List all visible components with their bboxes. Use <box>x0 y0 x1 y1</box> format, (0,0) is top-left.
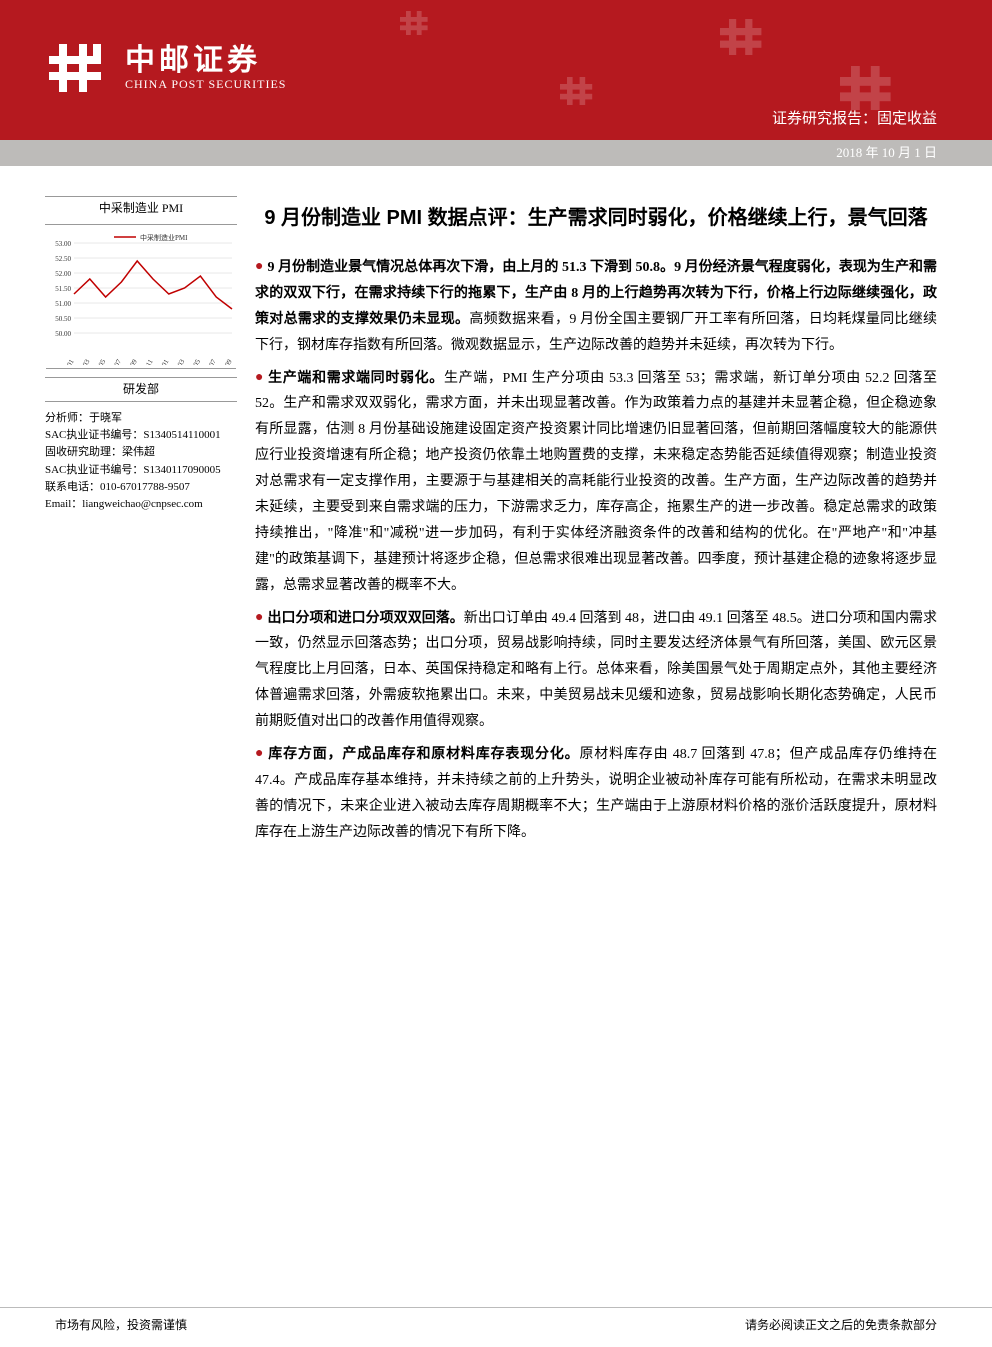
sac1-label: SAC执业证书编号： <box>45 429 143 441</box>
bullet-icon: ● <box>255 741 263 767</box>
svg-text:52.00: 52.00 <box>55 270 71 278</box>
date-bar: 2018 年 10 月 1 日 <box>0 140 992 166</box>
sac2-value: S1340117090005 <box>143 464 220 476</box>
bullet-bold-run: 出口分项和进口分项双双回落。 <box>267 611 463 626</box>
bullet-paragraph: ● 生产端和需求端同时弱化。生产端，PMI 生产分项由 53.3 回落至 53；需… <box>255 365 937 599</box>
sac2-label: SAC执业证书编号： <box>45 464 143 476</box>
footer-right: 请务必阅读正文之后的免责条款部分 <box>745 1316 937 1333</box>
svg-text:2018-03: 2018-03 <box>168 358 187 365</box>
sac1-line: SAC执业证书编号：S1340514110001 <box>45 427 237 444</box>
brand-logo-icon <box>45 38 115 98</box>
analyst-label: 分析师： <box>45 412 89 424</box>
svg-text:52.50: 52.50 <box>55 255 71 263</box>
analyst-line: 分析师：于晓军 <box>45 410 237 427</box>
svg-text:2017-07: 2017-07 <box>105 358 124 365</box>
brand-logo-block: 中邮证券 CHINA POST SECURITIES <box>45 38 286 98</box>
sac2-line: SAC执业证书编号：S1340117090005 <box>45 462 237 479</box>
svg-text:2017-05: 2017-05 <box>89 358 108 365</box>
svg-text:2017-03: 2017-03 <box>73 358 92 365</box>
bullet-paragraph: ●9 月份制造业景气情况总体再次下滑，由上月的 51.3 下滑到 50.8。9 … <box>255 254 937 359</box>
header-banner: 中邮证券 CHINA POST SECURITIES 证券研究报告：固定收益 <box>0 0 992 140</box>
svg-text:2017-01: 2017-01 <box>57 358 76 365</box>
bullet-icon: ● <box>255 605 263 631</box>
sidebar-chart-title: 中采制造业 PMI <box>45 199 237 218</box>
svg-text:2017-09: 2017-09 <box>120 358 139 365</box>
main-content: 9 月份制造业 PMI 数据点评：生产需求同时弱化，价格继续上行，景气回落 ●9… <box>255 196 937 1307</box>
bullet-rest-text: 新出口订单由 49.4 回落到 48，进口由 49.1 回落至 48.5。进口分… <box>255 611 937 730</box>
sac1-value: S1340514110001 <box>143 429 220 441</box>
bullet-bold-run: 库存方面，产成品库存和原材料库存表现分化。 <box>267 747 579 762</box>
page-root: 中邮证券 CHINA POST SECURITIES 证券研究报告：固定收益 2… <box>0 0 992 1347</box>
bullet-icon: ● <box>255 254 263 280</box>
pmi-line-chart: 50.00 50.50 51.00 51.50 52.00 52.50 53.00 2017-… <box>46 229 236 369</box>
bullet-rest-text: 生产端，PMI 生产分项由 53.3 回落至 53；需求端，新订单分项由 52.… <box>255 371 937 593</box>
assistant-name: 梁伟超 <box>122 446 155 458</box>
svg-text:50.50: 50.50 <box>55 315 71 323</box>
footer-left: 市场有风险，投资需谨慎 <box>55 1316 187 1333</box>
bullet-paragraph: ● 出口分项和进口分项双双回落。新出口订单由 49.4 回落到 48，进口由 49… <box>255 605 937 735</box>
analyst-name: 于晓军 <box>89 412 122 424</box>
svg-text:中采制造业PMI: 中采制造业PMI <box>140 233 188 242</box>
svg-text:2018-07: 2018-07 <box>199 358 218 365</box>
report-category: 证券研究报告：固定收益 <box>772 107 937 128</box>
sidebar-dept-title: 研发部 <box>45 377 237 402</box>
svg-text:2018-01: 2018-01 <box>152 358 171 365</box>
body: 中采制造业 PMI 50.00 50.50 51.00 51.50 52.00 52.50… <box>0 166 992 1307</box>
email-line: Email：liangweichao@cnpsec.com <box>45 496 237 513</box>
phone-line: 联系电话：010-67017788-9507 <box>45 479 237 496</box>
svg-text:2017-11: 2017-11 <box>136 358 155 365</box>
sidebar-chart-title-wrap: 中采制造业 PMI <box>45 196 237 225</box>
assistant-line: 固收研究助理：梁伟超 <box>45 444 237 461</box>
svg-text:2018-09: 2018-09 <box>215 358 234 365</box>
report-title: 9 月份制造业 PMI 数据点评：生产需求同时弱化，价格继续上行，景气回落 <box>255 196 937 240</box>
phone-value: 010-67017788-9507 <box>100 481 190 493</box>
bullet-bold-run: 生产端和需求端同时弱化。 <box>267 371 443 386</box>
sidebar: 中采制造业 PMI 50.00 50.50 51.00 51.50 52.00 52.50… <box>45 196 255 1307</box>
brand-name-en: CHINA POST SECURITIES <box>125 77 286 91</box>
assistant-label: 固收研究助理： <box>45 446 122 458</box>
svg-text:51.50: 51.50 <box>55 285 71 293</box>
svg-text:2018-05: 2018-05 <box>184 358 203 365</box>
svg-text:53.00: 53.00 <box>55 240 71 248</box>
bullet-icon: ● <box>255 365 263 391</box>
email-label: Email： <box>45 498 82 510</box>
phone-label: 联系电话： <box>45 481 100 493</box>
page-footer: 市场有风险，投资需谨慎 请务必阅读正文之后的免责条款部分 <box>0 1307 992 1347</box>
svg-text:51.00: 51.00 <box>55 300 71 308</box>
email-value: liangweichao@cnpsec.com <box>82 498 202 510</box>
brand-name-cn: 中邮证券 <box>125 44 286 77</box>
bullet-paragraph: ●库存方面，产成品库存和原材料库存表现分化。原材料库存由 48.7 回落到 47… <box>255 741 937 846</box>
svg-text:50.00: 50.00 <box>55 330 71 338</box>
